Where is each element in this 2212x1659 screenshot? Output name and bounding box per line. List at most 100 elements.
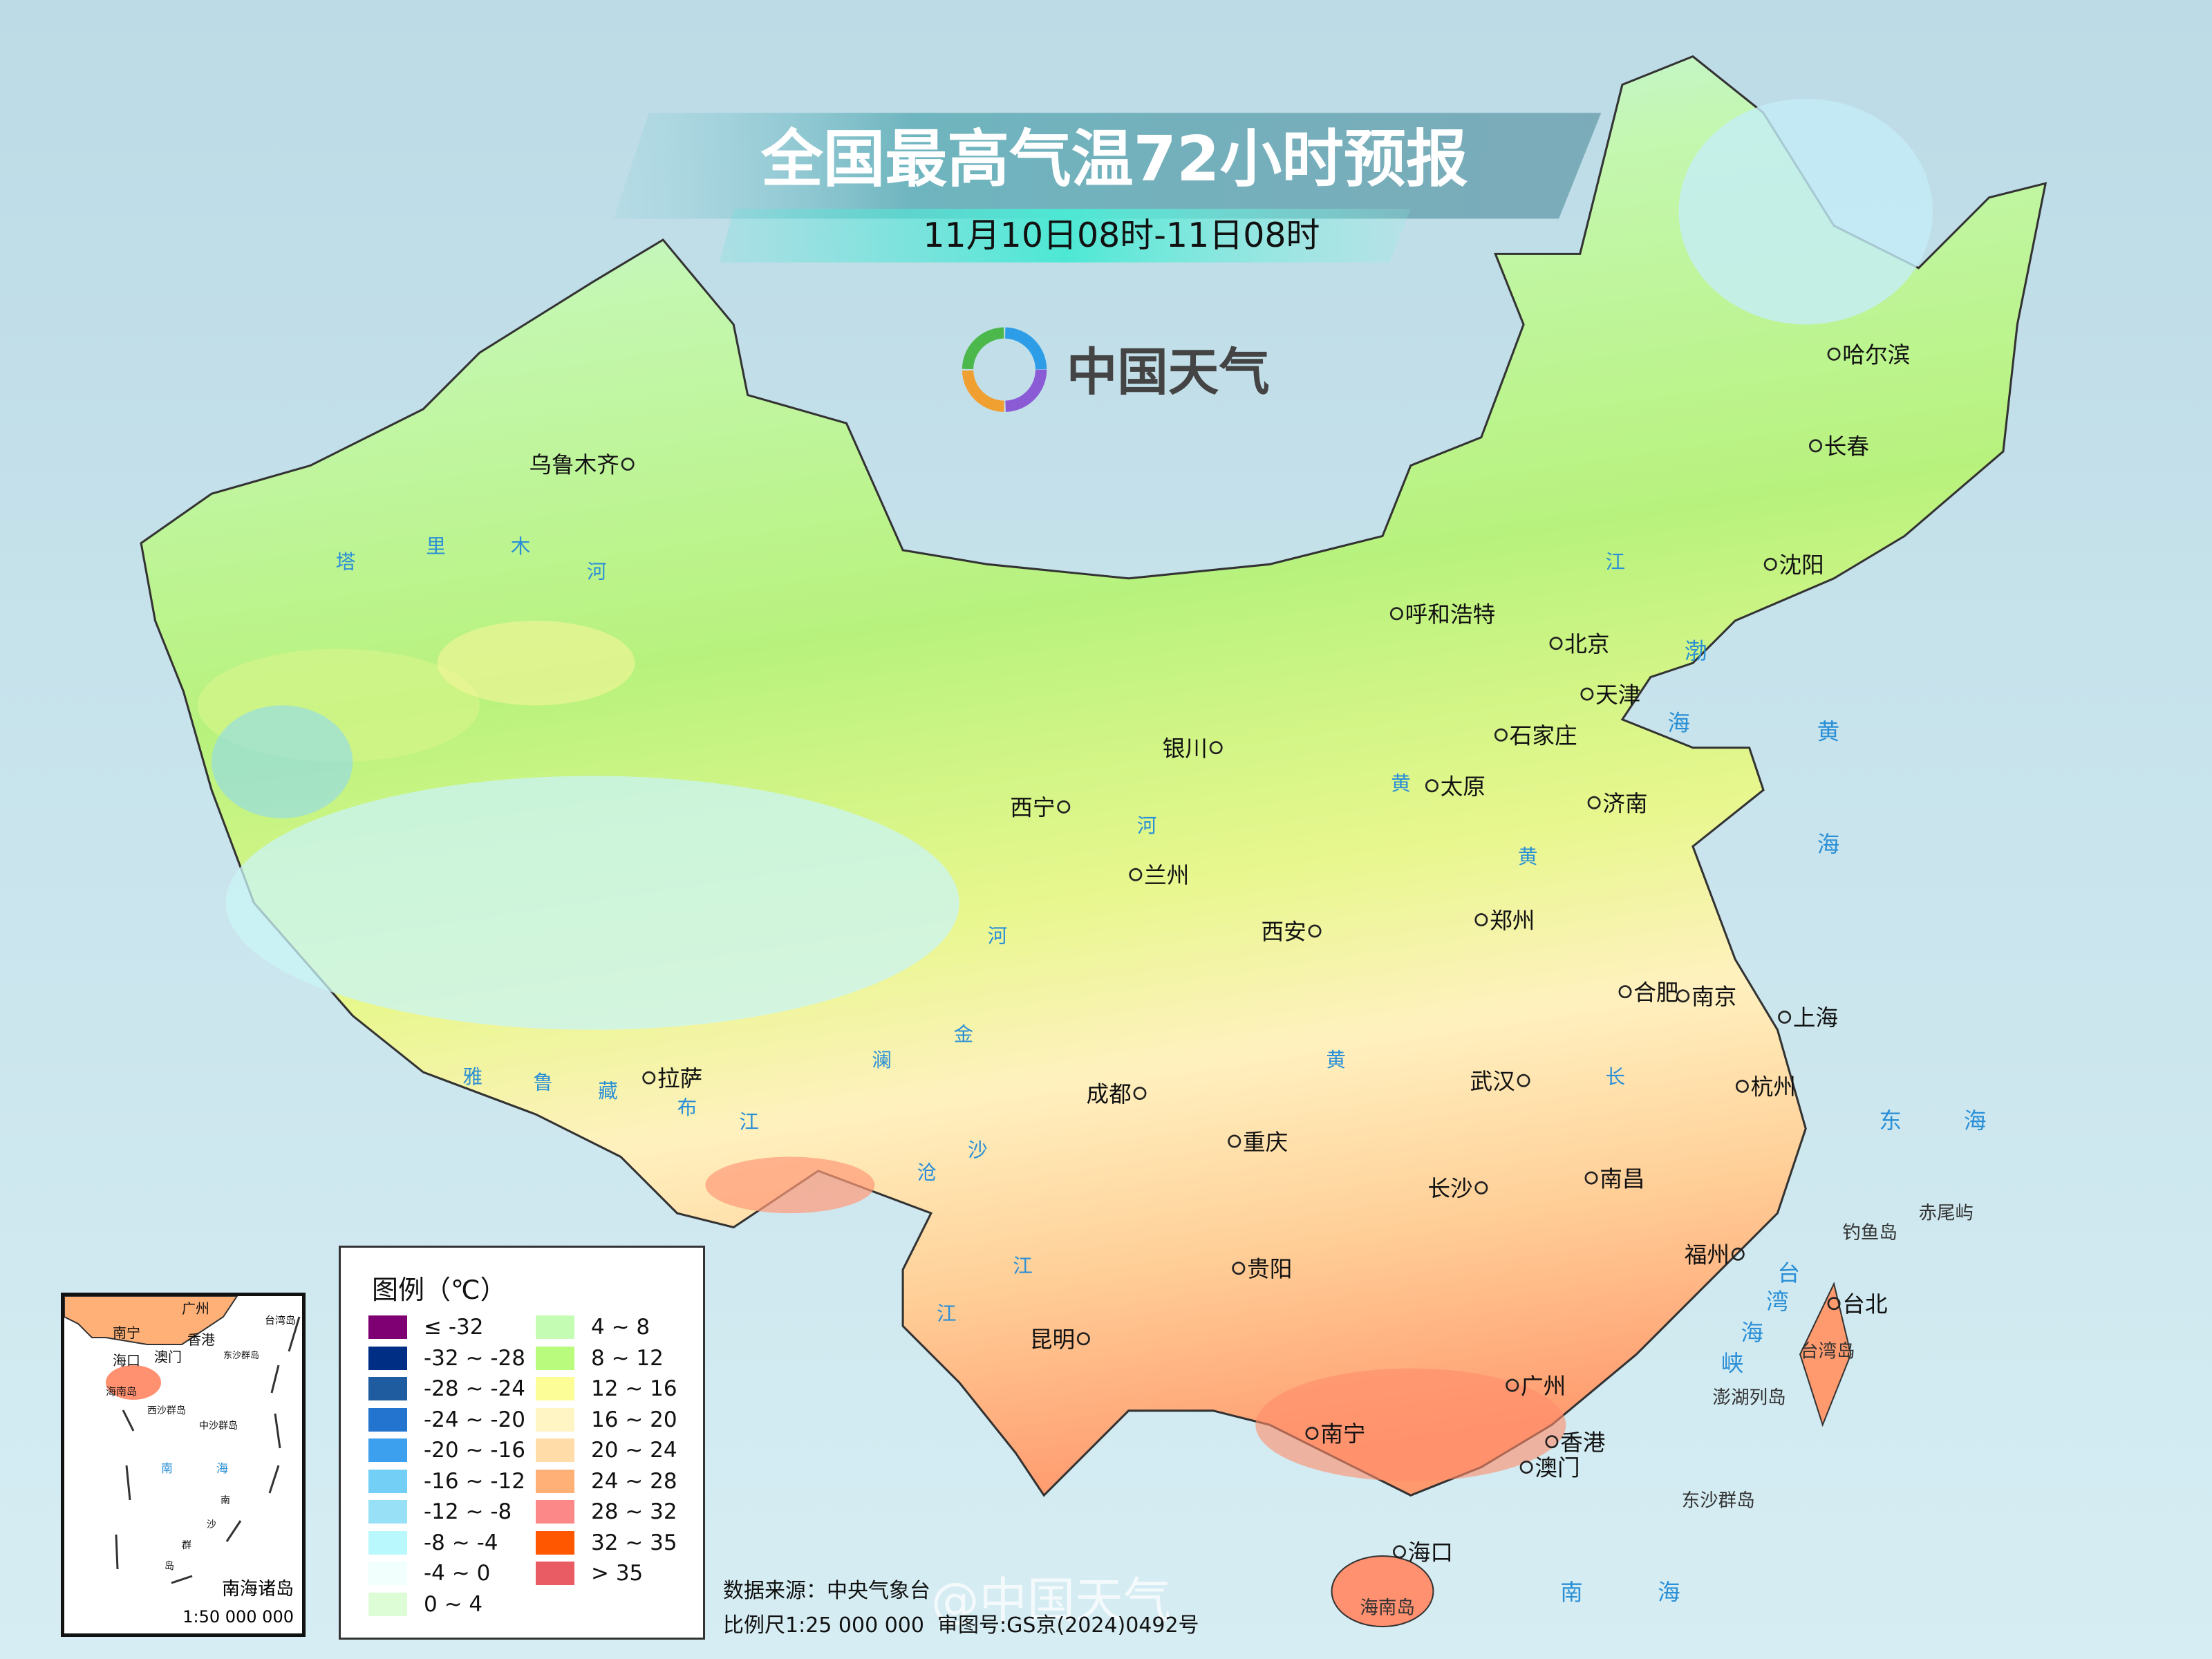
sea-label: 海 [1667,710,1690,736]
city-30: 南宁 [1305,1421,1366,1447]
sea-label: 海 [1817,832,1840,858]
legend-item: -4 ~ 0 [368,1559,490,1587]
legend: 图例（℃） ≤ -32 -32 ~ -28 -28 ~ -24 -24 ~ -20 -2… [339,1246,705,1640]
city-11: 西宁 [1010,795,1071,821]
river-label: 长 [1605,1065,1625,1088]
legend-label: -16 ~ -12 [424,1468,525,1494]
city-marker-icon [1133,1087,1147,1100]
sea-label: 东 [1879,1108,1902,1134]
city-label: 香港 [1560,1430,1605,1456]
legend-swatch [368,1346,407,1370]
city-label: 福州 [1685,1242,1730,1268]
city-marker-icon [1232,1262,1246,1275]
city-label: 上海 [1793,1005,1838,1031]
legend-item: 12 ~ 16 [536,1375,677,1403]
city-marker-icon [1057,800,1071,814]
river-labels: 塔里 木河黄河黄河黄长江雅鲁藏布江金沙江澜沧江 [336,534,1625,1325]
city-marker-icon [1763,557,1777,571]
city-marker-icon [1735,1079,1749,1093]
legend-swatch [368,1500,407,1524]
legend-label: -32 ~ -28 [424,1345,525,1371]
sea-label: 海 [1658,1579,1680,1605]
legend-item: 8 ~ 12 [536,1344,664,1372]
city-10: 银川 [1163,735,1223,762]
inset-label: 香港 [187,1331,215,1348]
approval-number: 审图号:GS京(2024)0492号 [937,1613,1199,1638]
legend-item: > 35 [536,1559,643,1587]
river-label: 江 [739,1110,759,1134]
legend-item: -28 ~ -24 [368,1375,525,1403]
city-27: 贵阳 [1232,1256,1292,1282]
sea-label: 海 [1964,1108,1987,1134]
river-label: 河 [988,924,1008,947]
city-marker-icon [1305,1426,1319,1440]
city-marker-icon [1549,637,1563,650]
city-marker-icon [1587,796,1601,809]
city-label: 合肥 [1633,980,1678,1006]
river-label: 藏 [598,1079,618,1103]
legend-swatch [536,1377,574,1400]
china-landmass [140,55,2047,1628]
city-label: 拉萨 [657,1065,702,1091]
city-label: 沈阳 [1779,552,1824,579]
city-marker-icon [1580,687,1594,701]
inset-title: 南海诸岛 [221,1579,294,1600]
river-label: 沙 [968,1138,988,1161]
city-7: 石家庄 [1494,723,1577,749]
inset-label: 群 [182,1540,191,1551]
island-label: 台湾岛 [1800,1340,1855,1362]
city-25: 福州 [1685,1242,1745,1268]
legend-swatch [536,1500,574,1524]
city-marker-icon [1545,1435,1559,1449]
city-marker-icon [1393,1545,1406,1559]
legend-item: -24 ~ -20 [368,1406,525,1434]
river-label: 河 [587,560,607,583]
city-5: 北京 [1549,631,1610,657]
inset-scale: 1:50 000 000 [182,1607,294,1627]
legend-label: 20 ~ 24 [591,1438,677,1463]
legend-label: 32 ~ 35 [591,1530,677,1555]
legend-label: -24 ~ -20 [424,1407,525,1432]
city-18: 杭州 [1735,1074,1796,1100]
river-label: 里 [426,534,446,558]
city-4: 呼和浩特 [1389,601,1495,628]
inset-label: 海 [216,1462,228,1476]
island-label: 海南岛 [1360,1597,1415,1619]
legend-label: -4 ~ 0 [424,1561,491,1586]
legend-swatch [536,1530,574,1555]
legend-item: 20 ~ 24 [536,1436,677,1464]
inset-label: 南宁 [113,1324,140,1341]
sea-label: 台 [1777,1260,1800,1286]
city-13: 西安 [1261,919,1322,945]
city-marker-icon [1517,1074,1530,1087]
city-marker-icon [1129,868,1143,881]
city-label: 长沙 [1427,1176,1472,1202]
city-14: 郑州 [1474,908,1535,934]
map-title: 全国最高气温72小时预报 [760,124,1468,196]
south-china-sea-inset: 南宁 香港 澳门 海口 海南岛 台湾岛 东沙群岛 西沙群岛 中沙群岛南海南沙群岛广州 南海诸岛 … [61,1293,306,1637]
city-marker-icon [1809,439,1823,453]
legend-label: 8 ~ 12 [591,1345,664,1371]
legend-swatch [368,1562,407,1585]
legend-item: -8 ~ -4 [368,1529,498,1557]
legend-label: 24 ~ 28 [591,1468,677,1494]
city-label: 杭州 [1751,1074,1796,1100]
legend-title: 图例（℃） [372,1275,507,1305]
island-label: 澎湖列岛 [1713,1387,1786,1409]
city-24: 长沙 [1427,1176,1488,1202]
inset-label: 东沙群岛 [223,1350,259,1361]
inset-label: 中沙群岛 [199,1421,238,1432]
city-17: 上海 [1778,1005,1838,1031]
city-label: 济南 [1602,790,1647,816]
city-label: 天津 [1595,682,1640,708]
city-marker-icon [1519,1460,1533,1474]
sea-label: 海 [1741,1320,1763,1346]
legend-item: 16 ~ 20 [536,1406,677,1434]
city-label: 海口 [1408,1539,1453,1566]
river-label: 江 [937,1302,957,1325]
city-label: 南京 [1691,984,1736,1010]
city-0: 乌鲁木齐 [529,452,635,478]
sea-label: 黄 [1817,718,1840,744]
city-19: 武汉 [1470,1069,1530,1095]
